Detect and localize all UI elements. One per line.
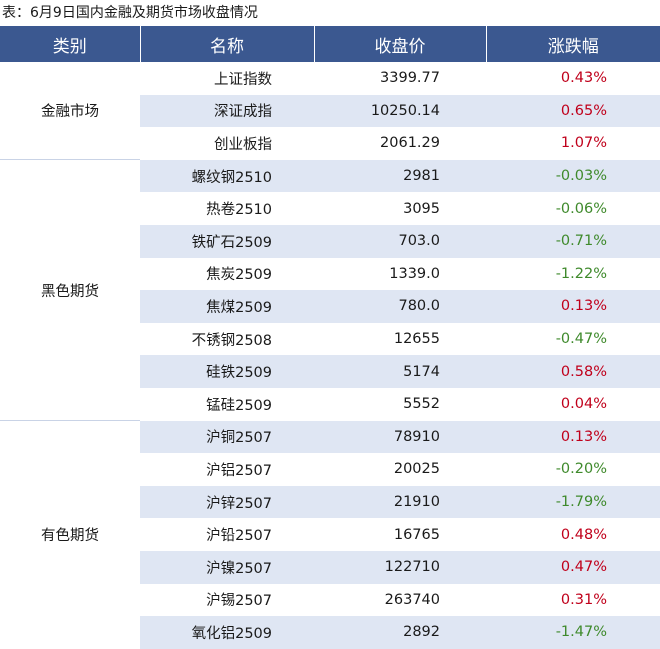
table-row: 沪锡2507 263740 0.31% — [0, 584, 660, 617]
name-cell: 创业板指 — [214, 136, 272, 153]
name-cell: 上证指数 — [214, 71, 272, 88]
close-price-cell: 780.0 — [314, 290, 486, 323]
change-cell: 0.31% — [560, 591, 607, 608]
change-cell: -1.79% — [486, 485, 660, 519]
table-row: 黑色期货 螺纹钢2510 2981 -0.03% — [0, 159, 660, 421]
close-price-cell: 10250.14 — [314, 94, 486, 128]
header-name: 名称 — [140, 26, 315, 62]
table-row: 锰硅2509 5552 0.04% — [0, 388, 660, 421]
close-price-cell: 2892 — [314, 616, 486, 649]
table-caption: 表：6月9日国内金融及期货市场收盘情况 — [2, 5, 258, 21]
header-row: 类别 名称 收盘价 涨跌幅 — [0, 26, 660, 62]
close-price-cell: 263740 — [384, 591, 440, 608]
name-cell: 焦煤2509 — [140, 290, 314, 323]
category-cell: 黑色期货 — [0, 159, 140, 421]
close-price-cell: 2061.29 — [380, 135, 440, 152]
close-price-cell: 5552 — [403, 396, 440, 413]
name-cell: 铁矿石2509 — [140, 224, 314, 258]
change-cell: 0.48% — [560, 526, 607, 543]
close-price-cell: 3095 — [403, 200, 440, 217]
market-close-table: 类别 名称 收盘价 涨跌幅 金融市场 上证指数 3399.77 0.43% 深证成指 10… — [0, 26, 660, 649]
change-cell: 0.13% — [486, 420, 660, 454]
table-row: 热卷2510 3095 -0.06% — [0, 192, 660, 225]
table-row: 不锈钢2508 12655 -0.47% — [0, 323, 660, 356]
header-close: 收盘价 — [314, 26, 487, 62]
change-cell: 0.04% — [560, 396, 607, 413]
change-cell: -1.47% — [486, 616, 660, 649]
change-cell: -0.06% — [555, 200, 607, 217]
table-row: 沪锌2507 21910 -1.79% — [0, 485, 660, 519]
change-cell: -0.20% — [555, 461, 607, 478]
change-cell: 0.65% — [486, 94, 660, 128]
change-cell: -1.22% — [555, 265, 607, 282]
table-row: 铁矿石2509 703.0 -0.71% — [0, 224, 660, 258]
change-cell: -0.71% — [486, 224, 660, 258]
close-price-cell: 12655 — [393, 331, 440, 348]
name-cell: 氧化铝2509 — [140, 616, 314, 649]
change-cell: -0.47% — [555, 331, 607, 348]
close-price-cell: 78910 — [314, 420, 486, 454]
table-row: 创业板指 2061.29 1.07% — [0, 127, 660, 160]
close-price-cell: 1339.0 — [389, 265, 440, 282]
table-row: 沪铝2507 20025 -0.20% — [0, 453, 660, 486]
table-row: 沪铅2507 16765 0.48% — [0, 518, 660, 551]
table-row: 深证成指 10250.14 0.65% — [0, 94, 660, 128]
change-cell: 0.58% — [486, 355, 660, 388]
close-price-cell: 20025 — [393, 461, 440, 478]
name-cell: 沪镍2507 — [140, 550, 314, 584]
name-cell: 深证成指 — [140, 94, 314, 128]
change-cell: -0.03% — [486, 159, 660, 193]
table-row: 金融市场 上证指数 3399.77 0.43% — [0, 62, 660, 160]
table-row: 沪镍2507 122710 0.47% — [0, 550, 660, 584]
name-cell: 沪锡2507 — [206, 593, 272, 610]
close-price-cell: 16765 — [393, 526, 440, 543]
name-cell: 不锈钢2508 — [191, 332, 272, 349]
change-cell: 1.07% — [560, 135, 607, 152]
table-row: 焦炭2509 1339.0 -1.22% — [0, 258, 660, 291]
name-cell: 沪铅2507 — [206, 528, 272, 545]
close-price-cell: 2981 — [314, 159, 486, 193]
close-price-cell: 3399.77 — [380, 70, 440, 87]
table-row: 焦煤2509 780.0 0.13% — [0, 290, 660, 323]
table-row: 氧化铝2509 2892 -1.47% — [0, 616, 660, 649]
close-price-cell: 21910 — [314, 485, 486, 519]
change-cell: 0.43% — [560, 70, 607, 87]
name-cell: 焦炭2509 — [206, 267, 272, 284]
table-row: 硅铁2509 5174 0.58% — [0, 355, 660, 388]
name-cell: 沪锌2507 — [140, 485, 314, 519]
table-body: 金融市场 上证指数 3399.77 0.43% 深证成指 10250.14 0.65% 创业板… — [0, 62, 660, 649]
table-row: 有色期货 沪铜2507 78910 0.13% — [0, 420, 660, 649]
name-cell: 热卷2510 — [206, 202, 272, 219]
category-cell: 金融市场 — [0, 62, 140, 160]
header-category: 类别 — [0, 26, 141, 62]
header-change: 涨跌幅 — [486, 26, 660, 62]
close-price-cell: 5174 — [314, 355, 486, 388]
change-cell: 0.47% — [486, 550, 660, 584]
name-cell: 螺纹钢2510 — [140, 159, 314, 193]
change-cell: 0.13% — [486, 290, 660, 323]
name-cell: 硅铁2509 — [140, 355, 314, 388]
name-cell: 沪铝2507 — [206, 462, 272, 479]
close-price-cell: 122710 — [314, 550, 486, 584]
name-cell: 锰硅2509 — [206, 397, 272, 414]
category-cell: 有色期货 — [0, 420, 140, 649]
name-cell: 沪铜2507 — [140, 420, 314, 454]
close-price-cell: 703.0 — [314, 224, 486, 258]
